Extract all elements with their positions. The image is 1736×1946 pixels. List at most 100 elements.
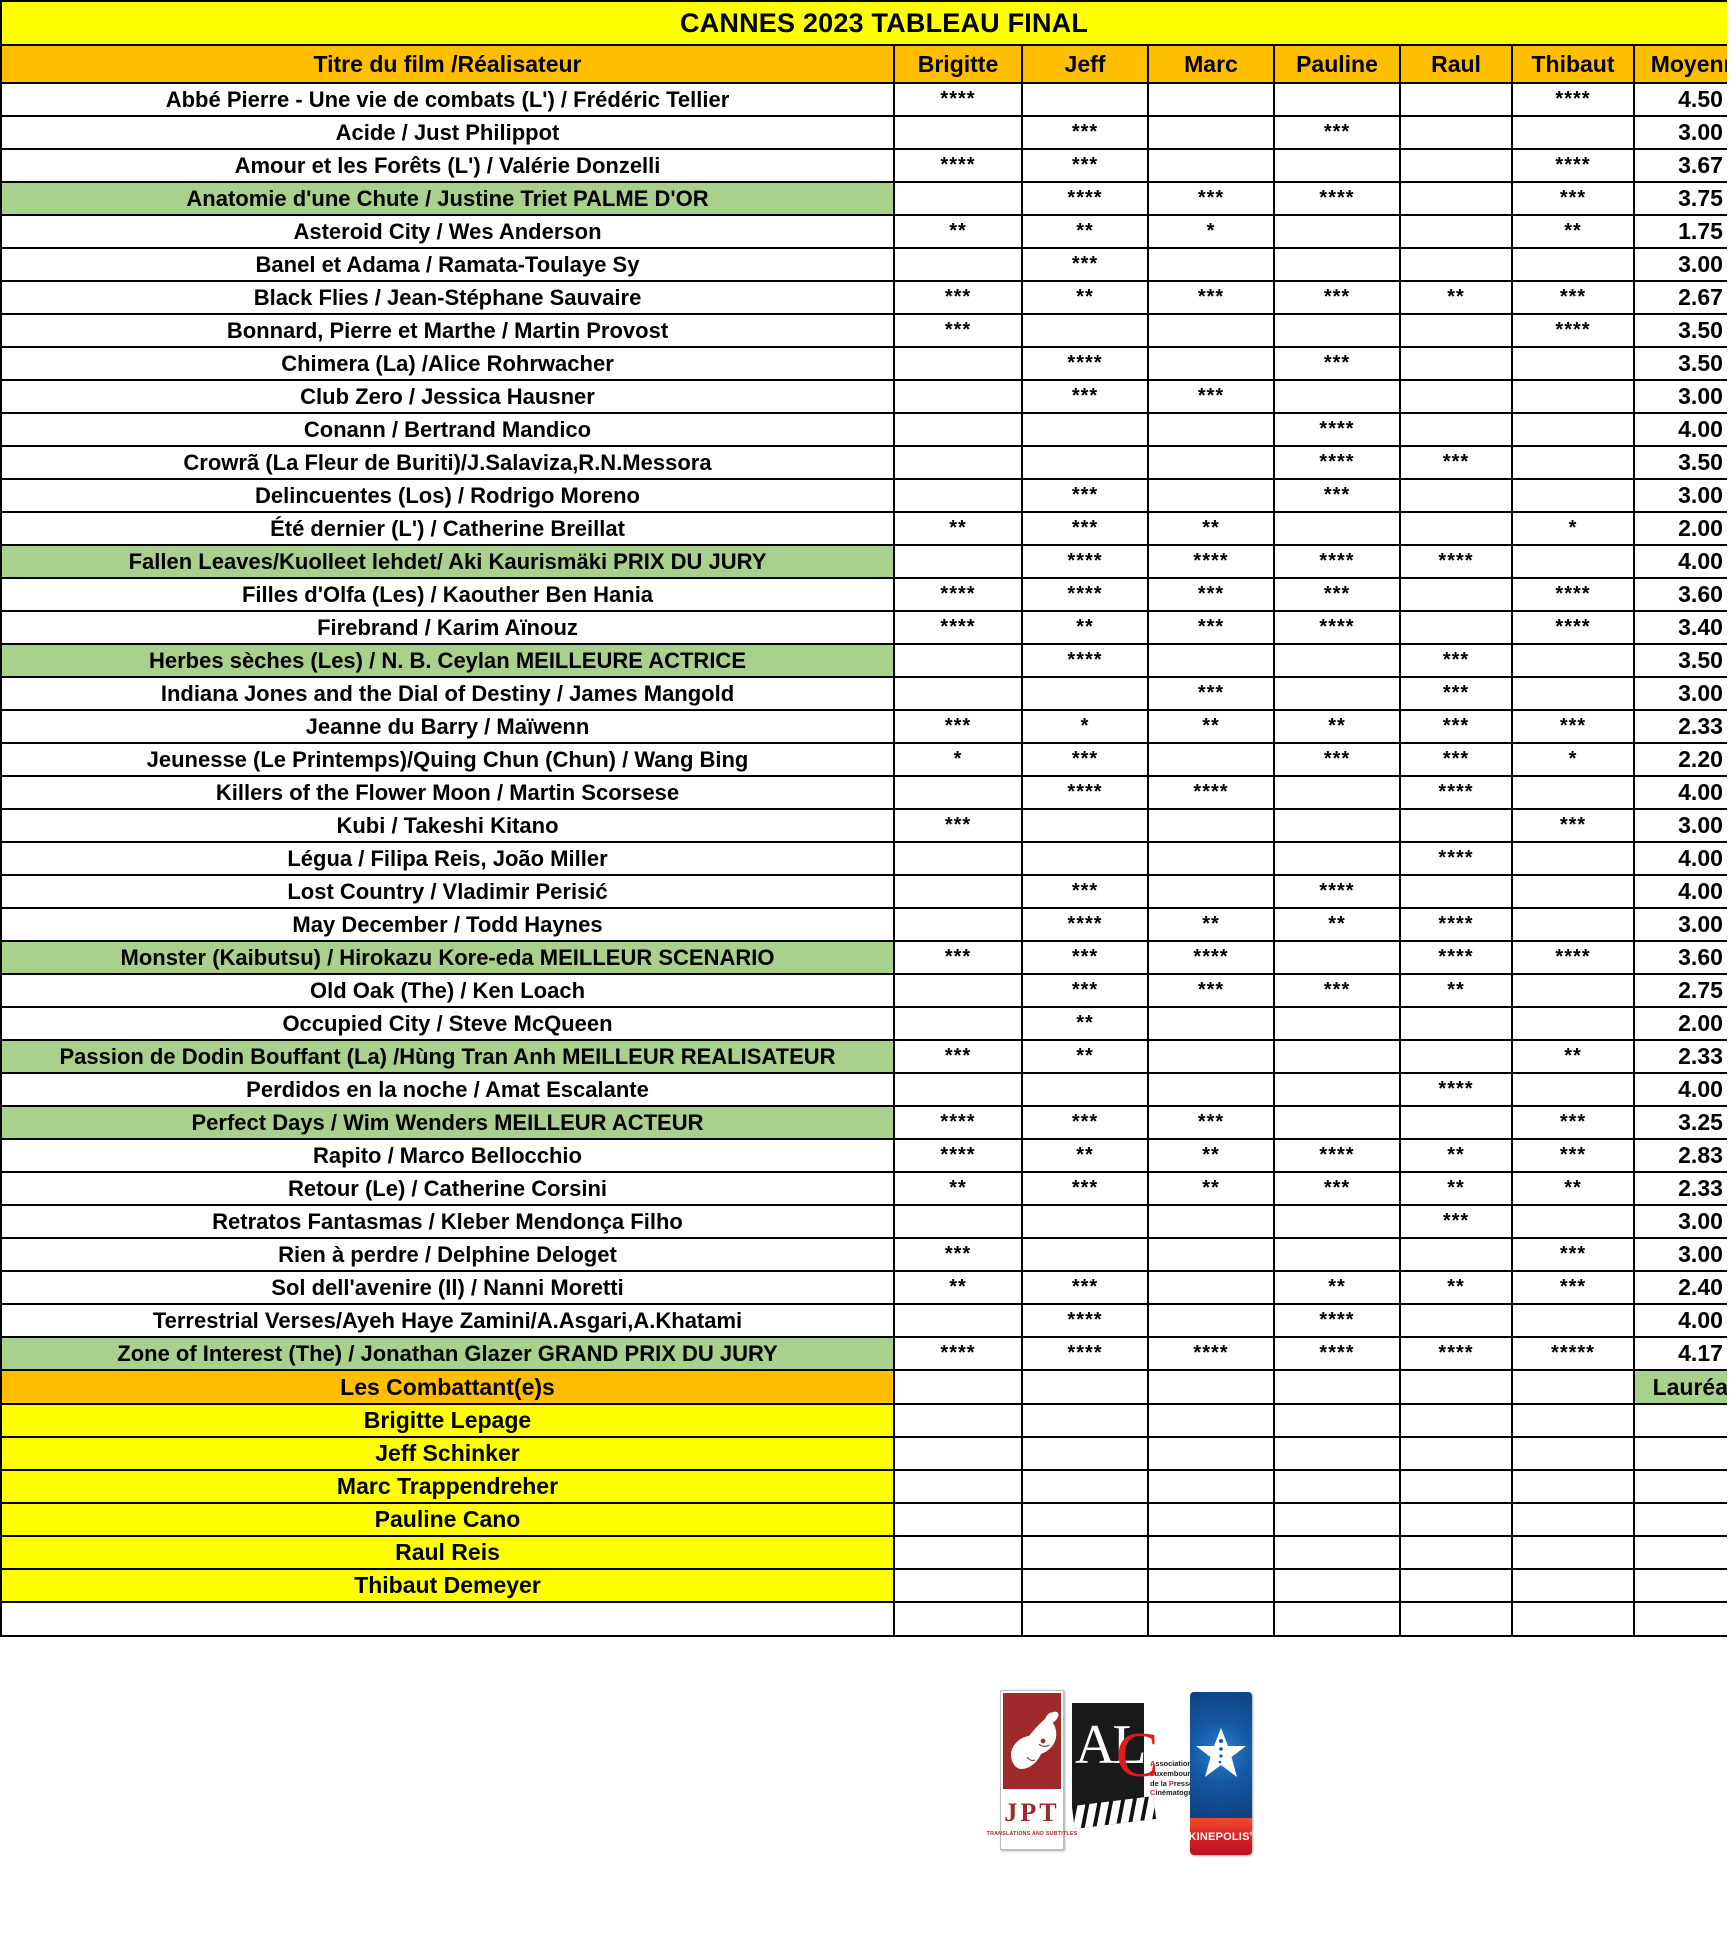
rating-cell[interactable] bbox=[1021, 445, 1149, 480]
rating-cell[interactable] bbox=[1511, 247, 1635, 282]
rating-cell[interactable]: ** bbox=[1147, 709, 1275, 744]
column-header-thibaut[interactable]: Thibaut bbox=[1511, 44, 1635, 84]
film-title-cell[interactable]: Delincuentes (Los) / Rodrigo Moreno bbox=[0, 478, 895, 513]
film-title-cell[interactable]: Fallen Leaves/Kuolleet lehdet/ Aki Kauri… bbox=[0, 544, 895, 579]
film-title-cell[interactable]: Retour (Le) / Catherine Corsini bbox=[0, 1171, 895, 1206]
film-title-cell[interactable]: Occupied City / Steve McQueen bbox=[0, 1006, 895, 1041]
rating-cell[interactable]: *** bbox=[1511, 1237, 1635, 1272]
rating-cell[interactable] bbox=[1399, 808, 1513, 843]
film-title-cell[interactable]: Banel et Adama / Ramata-Toulaye Sy bbox=[0, 247, 895, 282]
rating-cell[interactable] bbox=[1511, 1006, 1635, 1041]
rating-cell[interactable]: *** bbox=[1273, 115, 1401, 150]
rating-cell[interactable]: **** bbox=[1399, 841, 1513, 876]
rating-cell[interactable] bbox=[1511, 676, 1635, 711]
rating-cell[interactable] bbox=[893, 973, 1023, 1008]
rating-cell[interactable]: ** bbox=[1021, 214, 1149, 249]
rating-cell[interactable]: **** bbox=[1273, 874, 1401, 909]
rating-cell[interactable]: ** bbox=[1021, 280, 1149, 315]
rating-cell[interactable]: *** bbox=[1021, 1270, 1149, 1305]
rating-cell[interactable] bbox=[1147, 643, 1275, 678]
rating-cell[interactable] bbox=[893, 247, 1023, 282]
rating-cell[interactable] bbox=[1399, 577, 1513, 612]
rating-cell[interactable]: *** bbox=[1021, 478, 1149, 513]
rating-cell[interactable]: *** bbox=[1273, 1171, 1401, 1206]
rating-cell[interactable] bbox=[1147, 1204, 1275, 1239]
rating-cell[interactable] bbox=[893, 1204, 1023, 1239]
rating-cell[interactable] bbox=[1511, 445, 1635, 480]
rating-cell[interactable]: ** bbox=[1273, 709, 1401, 744]
rating-cell[interactable] bbox=[1511, 1303, 1635, 1338]
film-title-cell[interactable]: Old Oak (The) / Ken Loach bbox=[0, 973, 895, 1008]
rating-cell[interactable] bbox=[1273, 1237, 1401, 1272]
rating-cell[interactable]: **** bbox=[1021, 1303, 1149, 1338]
rating-cell[interactable] bbox=[1147, 1303, 1275, 1338]
rating-cell[interactable]: **** bbox=[1399, 907, 1513, 942]
rating-cell[interactable] bbox=[893, 841, 1023, 876]
rating-cell[interactable]: ** bbox=[1399, 280, 1513, 315]
rating-cell[interactable]: **** bbox=[1021, 181, 1149, 216]
rating-cell[interactable]: **** bbox=[1511, 313, 1635, 348]
rating-cell[interactable]: *** bbox=[1021, 1105, 1149, 1140]
rating-cell[interactable]: **** bbox=[1511, 148, 1635, 183]
rating-cell[interactable]: *** bbox=[1273, 280, 1401, 315]
rating-cell[interactable] bbox=[1399, 313, 1513, 348]
rating-cell[interactable] bbox=[1147, 445, 1275, 480]
rating-cell[interactable]: *** bbox=[1147, 1105, 1275, 1140]
rating-cell[interactable] bbox=[1399, 82, 1513, 117]
film-title-cell[interactable]: Amour et les Forêts (L') / Valérie Donze… bbox=[0, 148, 895, 183]
rating-cell[interactable] bbox=[1147, 313, 1275, 348]
rating-cell[interactable] bbox=[1399, 148, 1513, 183]
film-title-cell[interactable]: Rien à perdre / Delphine Deloget bbox=[0, 1237, 895, 1272]
rating-cell[interactable]: *** bbox=[1511, 1105, 1635, 1140]
rating-cell[interactable] bbox=[1273, 1072, 1401, 1107]
rating-cell[interactable] bbox=[893, 544, 1023, 579]
rating-cell[interactable] bbox=[1399, 610, 1513, 645]
rating-cell[interactable]: * bbox=[1021, 709, 1149, 744]
rating-cell[interactable] bbox=[893, 346, 1023, 381]
rating-cell[interactable] bbox=[1511, 478, 1635, 513]
film-title-cell[interactable]: Black Flies / Jean-Stéphane Sauvaire bbox=[0, 280, 895, 315]
rating-cell[interactable] bbox=[1273, 676, 1401, 711]
rating-cell[interactable] bbox=[1021, 412, 1149, 447]
rating-cell[interactable] bbox=[1147, 841, 1275, 876]
rating-cell[interactable]: ** bbox=[1511, 214, 1635, 249]
rating-cell[interactable]: *** bbox=[1399, 742, 1513, 777]
rating-cell[interactable]: *** bbox=[893, 709, 1023, 744]
rating-cell[interactable]: *** bbox=[1511, 181, 1635, 216]
column-header-marc[interactable]: Marc bbox=[1147, 44, 1275, 84]
rating-cell[interactable] bbox=[1511, 907, 1635, 942]
rating-cell[interactable]: *** bbox=[1021, 874, 1149, 909]
rating-cell[interactable]: * bbox=[1511, 511, 1635, 546]
rating-cell[interactable] bbox=[1273, 775, 1401, 810]
rating-cell[interactable]: **** bbox=[1021, 1336, 1149, 1371]
rating-cell[interactable] bbox=[1147, 478, 1275, 513]
film-title-cell[interactable]: Crowrã (La Fleur de Buriti)/J.Salaviza,R… bbox=[0, 445, 895, 480]
rating-cell[interactable]: **** bbox=[893, 148, 1023, 183]
rating-cell[interactable] bbox=[1273, 643, 1401, 678]
rating-cell[interactable] bbox=[1147, 742, 1275, 777]
rating-cell[interactable] bbox=[1511, 544, 1635, 579]
rating-cell[interactable] bbox=[1399, 1039, 1513, 1074]
rating-cell[interactable] bbox=[1511, 379, 1635, 414]
rating-cell[interactable] bbox=[1273, 379, 1401, 414]
column-header-moyenne[interactable]: Moyenne bbox=[1632, 44, 1736, 84]
film-title-cell[interactable]: Indiana Jones and the Dial of Destiny / … bbox=[0, 676, 895, 711]
film-title-cell[interactable]: Firebrand / Karim Aïnouz bbox=[0, 610, 895, 645]
rating-cell[interactable]: ** bbox=[893, 1270, 1023, 1305]
rating-cell[interactable]: ** bbox=[1147, 1138, 1275, 1173]
film-title-cell[interactable]: Anatomie d'une Chute / Justine Triet PAL… bbox=[0, 181, 895, 216]
film-title-cell[interactable]: Asteroid City / Wes Anderson bbox=[0, 214, 895, 249]
rating-cell[interactable]: **** bbox=[1511, 82, 1635, 117]
rating-cell[interactable]: ** bbox=[1147, 1171, 1275, 1206]
rating-cell[interactable] bbox=[1273, 1039, 1401, 1074]
rating-cell[interactable]: **** bbox=[1273, 1303, 1401, 1338]
rating-cell[interactable]: **** bbox=[1147, 940, 1275, 975]
rating-cell[interactable] bbox=[1273, 82, 1401, 117]
rating-cell[interactable] bbox=[1273, 247, 1401, 282]
film-title-cell[interactable]: Conann / Bertrand Mandico bbox=[0, 412, 895, 447]
rating-cell[interactable]: ** bbox=[1399, 1138, 1513, 1173]
column-header-brigitte[interactable]: Brigitte bbox=[893, 44, 1023, 84]
rating-cell[interactable] bbox=[1021, 82, 1149, 117]
film-title-cell[interactable]: Retratos Fantasmas / Kleber Mendonça Fil… bbox=[0, 1204, 895, 1239]
rating-cell[interactable] bbox=[1399, 181, 1513, 216]
